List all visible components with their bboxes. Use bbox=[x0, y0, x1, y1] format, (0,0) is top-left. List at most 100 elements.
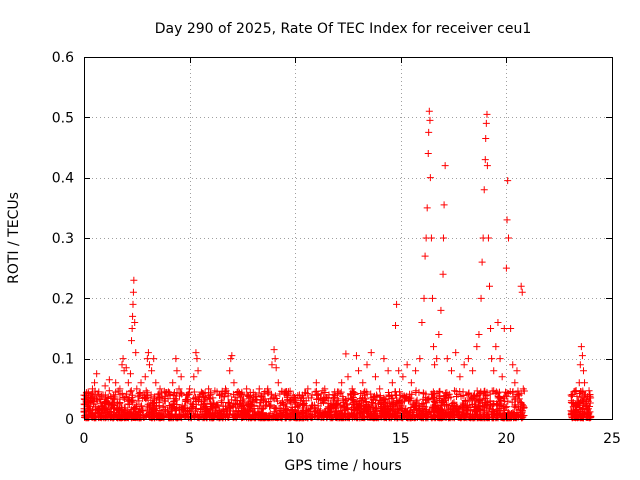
data-point bbox=[484, 234, 492, 242]
data-point bbox=[101, 382, 109, 390]
data-point bbox=[194, 367, 202, 375]
data-point bbox=[126, 388, 134, 396]
data-point bbox=[279, 397, 287, 405]
data-point bbox=[576, 409, 584, 417]
data-point bbox=[105, 387, 113, 395]
data-point bbox=[313, 395, 321, 403]
data-point bbox=[572, 387, 580, 395]
data-point bbox=[415, 411, 423, 419]
data-point bbox=[464, 355, 472, 363]
data-point bbox=[423, 204, 431, 212]
data-point bbox=[180, 405, 188, 413]
data-point bbox=[112, 379, 120, 387]
data-point bbox=[224, 392, 232, 400]
data-point bbox=[119, 355, 127, 363]
data-point bbox=[121, 395, 129, 403]
data-point bbox=[239, 408, 247, 416]
data-point bbox=[159, 402, 167, 410]
data-point bbox=[164, 388, 172, 396]
data-point bbox=[407, 379, 415, 387]
data-point bbox=[124, 379, 132, 387]
data-point bbox=[395, 367, 403, 375]
data-point bbox=[118, 389, 126, 397]
data-point bbox=[515, 391, 523, 399]
data-point bbox=[308, 391, 316, 399]
data-point bbox=[285, 389, 293, 397]
data-point bbox=[359, 379, 367, 387]
data-point bbox=[295, 401, 303, 409]
data-point bbox=[229, 402, 237, 410]
data-point bbox=[416, 405, 424, 413]
data-point bbox=[271, 355, 279, 363]
data-point bbox=[478, 258, 486, 266]
x-tick-label: 25 bbox=[603, 431, 621, 447]
data-point bbox=[427, 390, 435, 398]
data-point bbox=[422, 394, 430, 402]
data-point bbox=[388, 392, 396, 400]
data-point bbox=[577, 343, 585, 351]
data-point bbox=[492, 388, 500, 396]
data-point bbox=[332, 400, 340, 408]
data-point bbox=[168, 411, 176, 419]
data-point bbox=[503, 403, 511, 411]
data-point bbox=[520, 403, 528, 411]
data-point bbox=[370, 410, 378, 418]
data-point bbox=[213, 401, 221, 409]
data-point bbox=[426, 116, 434, 124]
data-point bbox=[348, 385, 356, 393]
data-point bbox=[425, 128, 433, 136]
data-point bbox=[178, 390, 186, 398]
data-point bbox=[338, 379, 346, 387]
data-point bbox=[150, 414, 158, 422]
data-point bbox=[487, 325, 495, 332]
data-point bbox=[505, 234, 513, 242]
data-point bbox=[129, 300, 137, 308]
data-point bbox=[355, 367, 363, 375]
data-point bbox=[388, 379, 396, 387]
data-point bbox=[442, 395, 450, 403]
data-point bbox=[287, 397, 295, 405]
data-point bbox=[105, 376, 113, 384]
data-point bbox=[586, 399, 594, 407]
data-point bbox=[447, 367, 455, 375]
data-point bbox=[582, 391, 590, 399]
data-point bbox=[106, 410, 114, 418]
data-point bbox=[391, 401, 399, 409]
data-point bbox=[142, 387, 150, 395]
data-point bbox=[134, 393, 142, 401]
data-point bbox=[389, 407, 397, 415]
data-point bbox=[396, 388, 404, 396]
data-point bbox=[480, 394, 488, 402]
data-point bbox=[483, 110, 491, 118]
data-point bbox=[363, 361, 371, 369]
data-point bbox=[190, 373, 198, 381]
data-point bbox=[383, 403, 391, 411]
data-point bbox=[519, 402, 527, 410]
data-point bbox=[519, 385, 527, 393]
data-point bbox=[88, 385, 96, 393]
chart-title: Day 290 of 2025, Rate Of TEC Index for r… bbox=[155, 21, 531, 37]
data-point bbox=[243, 391, 251, 399]
data-point bbox=[213, 388, 221, 396]
data-point bbox=[336, 409, 344, 417]
data-point bbox=[88, 410, 96, 418]
data-point bbox=[91, 379, 99, 387]
data-point bbox=[227, 355, 235, 363]
data-point bbox=[441, 162, 449, 170]
data-point bbox=[187, 404, 195, 412]
data-point bbox=[193, 355, 201, 363]
data-point bbox=[495, 392, 503, 400]
data-point bbox=[481, 156, 489, 164]
data-point bbox=[327, 404, 335, 412]
data-point bbox=[372, 400, 380, 408]
x-axis-label: GPS time / hours bbox=[284, 458, 401, 474]
data-point bbox=[438, 399, 446, 407]
data-point bbox=[247, 401, 255, 409]
data-point bbox=[265, 397, 273, 405]
data-point bbox=[574, 397, 582, 405]
data-point bbox=[279, 412, 287, 420]
data-point bbox=[517, 398, 525, 406]
data-point bbox=[319, 411, 327, 419]
x-tick-label: 15 bbox=[392, 431, 410, 447]
data-point bbox=[257, 409, 265, 417]
